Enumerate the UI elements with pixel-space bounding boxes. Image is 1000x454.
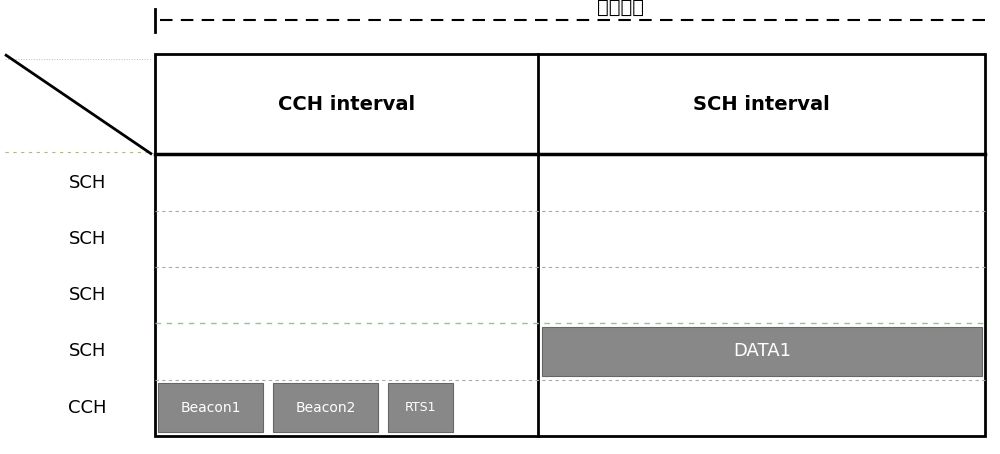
Text: CCH: CCH <box>68 399 107 417</box>
Text: SCH: SCH <box>69 286 106 304</box>
Bar <box>158 383 263 433</box>
Bar <box>542 326 982 376</box>
Bar <box>273 383 378 433</box>
Text: RTS1: RTS1 <box>405 401 436 414</box>
Text: SCH: SCH <box>69 342 106 360</box>
Text: DATA1: DATA1 <box>733 342 791 360</box>
Text: Beacon2: Beacon2 <box>295 401 356 415</box>
Text: SCH interval: SCH interval <box>693 95 830 114</box>
Text: SCH: SCH <box>69 230 106 248</box>
Text: 同步时隙: 同步时隙 <box>596 0 644 17</box>
Bar <box>388 383 453 433</box>
Bar <box>155 54 985 436</box>
Text: SCH: SCH <box>69 173 106 192</box>
Text: Beacon1: Beacon1 <box>180 401 241 415</box>
Text: CCH interval: CCH interval <box>278 95 415 114</box>
